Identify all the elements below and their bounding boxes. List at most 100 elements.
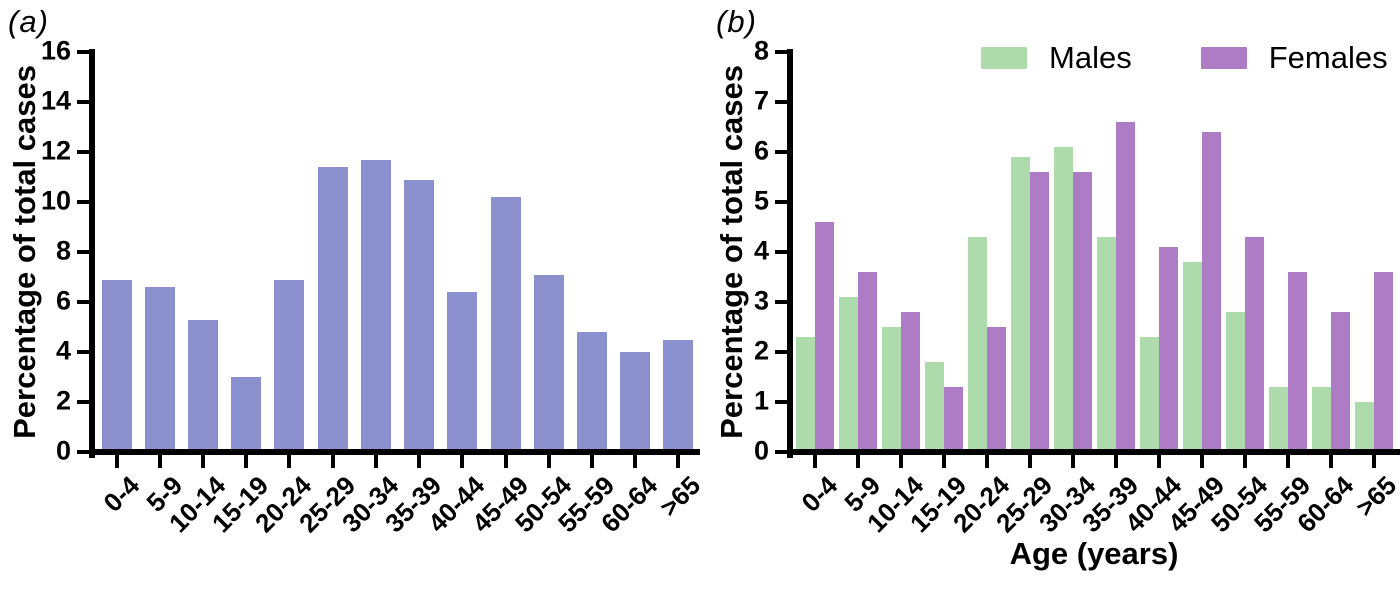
chart-a-x-tick [330, 455, 335, 468]
chart-b-bar-55-59-females [1287, 272, 1307, 452]
chart-b-x-tick-label: >65 [1349, 470, 1400, 523]
chart-b-bar-50-54-males [1225, 312, 1245, 452]
chart-b-bar-20-24-males [967, 237, 987, 452]
chart-b-y-tick [775, 50, 787, 54]
chart-a-y-axis [89, 49, 95, 458]
chart-b-bar-25-29-males [1010, 157, 1030, 452]
chart-a-x-tick [633, 455, 638, 468]
chart-a-bar-50-54 [533, 274, 564, 452]
chart-b-y-tick-label: 8 [753, 35, 769, 66]
chart-a-x-tick [589, 455, 594, 468]
chart-a-y-tick-label: 16 [40, 35, 71, 66]
chart-a-y-tick-label: 4 [55, 335, 71, 366]
chart-a-x-tick [114, 455, 119, 468]
legend-swatch-females [1200, 47, 1247, 69]
legend-swatch-males [981, 47, 1027, 69]
chart-a-bar-55-59 [576, 332, 607, 452]
legend: Males Females [981, 40, 1388, 76]
chart-b-x-tick [1070, 455, 1075, 468]
legend-label-females: Females [1268, 40, 1388, 75]
chart-b-y-tick [775, 400, 787, 404]
chart-b-bar-45-49-males [1182, 262, 1202, 452]
chart-a-y-tick [77, 350, 89, 354]
chart-a-bar-40-44 [447, 292, 478, 452]
chart-b-x-tick [898, 455, 903, 468]
chart-b-bar->65-females [1373, 272, 1393, 452]
chart-b-y-tick-label: 1 [753, 385, 769, 416]
chart-b-y-tick [775, 450, 787, 454]
legend-label-males: Males [1049, 40, 1132, 75]
chart-a-y-tick [77, 300, 89, 304]
chart-b-y-tick [775, 200, 787, 204]
chart-a-bar-5-9 [144, 287, 175, 452]
chart-b-x-tick [1371, 455, 1376, 468]
chart-b-bar-5-9-males [838, 297, 858, 452]
chart-a-bar-15-19 [231, 377, 262, 452]
chart-a-y-tick [77, 450, 89, 454]
chart-a-x-axis [89, 449, 700, 455]
chart-b-y-tick-label: 0 [753, 435, 769, 466]
chart-b-y-tick-label: 3 [753, 285, 769, 316]
chart-a-y-tick-label: 12 [40, 135, 71, 166]
chart-a-x-tick [417, 455, 422, 468]
chart-a-bar-30-34 [360, 159, 391, 452]
chart-a-y-tick-label: 14 [40, 85, 71, 116]
chart-a-x-tick [676, 455, 681, 468]
chart-b-x-tick [1242, 455, 1247, 468]
chart-a-bar-20-24 [274, 279, 305, 452]
chart-b-x-tick [1328, 455, 1333, 468]
chart-b-bar-35-39-females [1115, 122, 1135, 452]
chart-a-x-tick [287, 455, 292, 468]
chart-b-y-tick [775, 250, 787, 254]
chart-b-x-tick-label: 0-4 [794, 470, 843, 518]
chart-b-y-tick-label: 6 [753, 135, 769, 166]
chart-b-bar-45-49-females [1201, 132, 1221, 452]
chart-b-bar-10-14-females [900, 312, 920, 452]
chart-b-x-tick [1199, 455, 1204, 468]
chart-b-y-tick [775, 300, 787, 304]
chart-b-x-tick [941, 455, 946, 468]
chart-b-y-axis [787, 49, 793, 458]
chart-b-bar-60-64-males [1311, 387, 1331, 452]
panel-a-label: (a) [8, 4, 49, 39]
chart-a-y-tick [77, 400, 89, 404]
chart-b-bar-35-39-males [1096, 237, 1116, 452]
chart-a-bar-60-64 [620, 352, 651, 452]
chart-a-y-tick-label: 6 [55, 285, 71, 316]
chart-b-bar-5-9-females [857, 272, 877, 452]
chart-b-y-tick-label: 5 [753, 185, 769, 216]
panel-b-x-axis-title: Age (years) [1009, 536, 1179, 571]
chart-a-x-tick [546, 455, 551, 468]
chart-b-y-tick-label: 4 [753, 235, 769, 266]
chart-b-bar-60-64-females [1330, 312, 1350, 452]
panel-b-label: (b) [716, 4, 757, 39]
chart-b-bar-10-14-males [881, 327, 901, 452]
chart-a-y-tick-label: 10 [40, 185, 71, 216]
chart-b-x-tick [984, 455, 989, 468]
chart-b-y-tick [775, 350, 787, 354]
chart-a-x-tick [373, 455, 378, 468]
chart-a-y-tick-label: 2 [55, 385, 71, 416]
chart-a-bar-25-29 [317, 167, 348, 452]
chart-a-bar->65 [663, 339, 694, 452]
chart-b-x-tick [812, 455, 817, 468]
chart-a-x-tick [201, 455, 206, 468]
chart-b-y-tick-label: 7 [753, 85, 769, 116]
chart-a-bar-35-39 [404, 179, 435, 452]
chart-b-bar-30-34-males [1053, 147, 1073, 452]
chart-b-y-tick [775, 150, 787, 154]
chart-a-y-tick [77, 100, 89, 104]
chart-a-bar-10-14 [188, 319, 219, 452]
chart-b-x-tick [1156, 455, 1161, 468]
chart-b-bar-30-34-females [1072, 172, 1092, 452]
chart-a-x-tick [244, 455, 249, 468]
chart-b-bar-25-29-females [1029, 172, 1049, 452]
chart-a-y-tick-label: 0 [55, 435, 71, 466]
chart-a-bar-0-4 [101, 279, 132, 452]
chart-a-y-tick [77, 200, 89, 204]
chart-b-bar-15-19-males [924, 362, 944, 452]
chart-b-bar->65-males [1354, 402, 1374, 452]
chart-a-x-tick [157, 455, 162, 468]
chart-a-bar-45-49 [490, 197, 521, 452]
